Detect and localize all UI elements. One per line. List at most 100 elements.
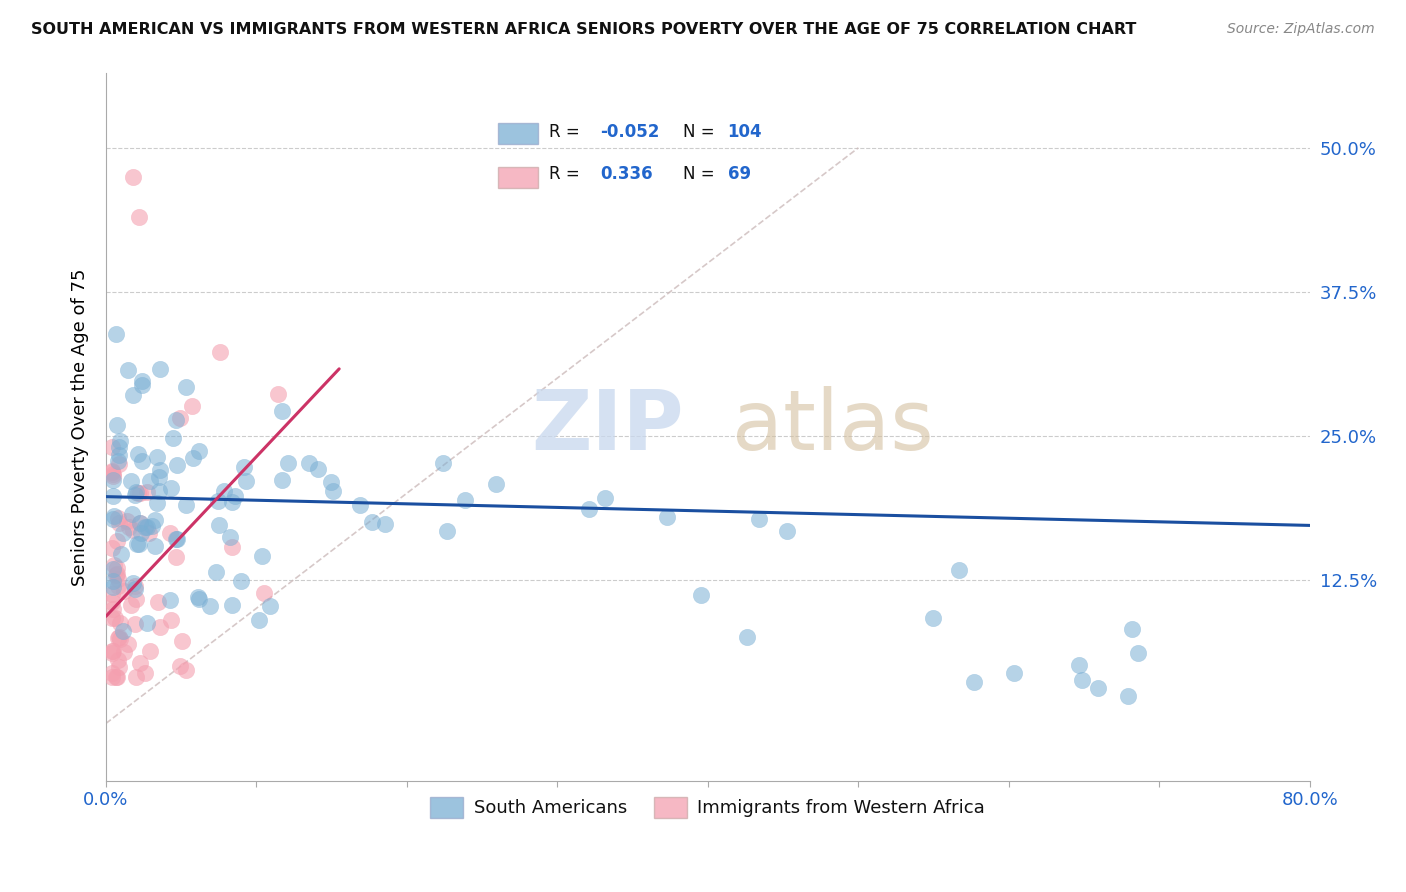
Point — [224, 489, 246, 503]
Point — [121, 523, 143, 537]
Point — [115, 514, 138, 528]
Point — [101, 644, 124, 658]
Point — [174, 498, 197, 512]
Point — [1116, 689, 1139, 703]
Point — [101, 464, 124, 478]
Point — [307, 462, 329, 476]
Legend: South Americans, Immigrants from Western Africa: South Americans, Immigrants from Western… — [423, 789, 993, 825]
Point — [432, 456, 454, 470]
Point — [107, 630, 129, 644]
Point — [101, 594, 124, 608]
Point — [136, 520, 159, 534]
Point — [101, 670, 124, 684]
Point — [174, 663, 197, 677]
Point — [105, 568, 128, 582]
Point — [129, 656, 152, 670]
Point — [104, 611, 127, 625]
Point — [120, 475, 142, 489]
Point — [125, 592, 148, 607]
Point — [101, 440, 124, 454]
Point — [136, 484, 159, 499]
Point — [110, 632, 132, 646]
Point — [219, 530, 242, 544]
Point — [148, 470, 170, 484]
Point — [277, 456, 299, 470]
Point — [103, 489, 125, 503]
Point — [105, 534, 128, 549]
Point — [233, 459, 256, 474]
Point — [322, 483, 344, 498]
Point — [128, 516, 150, 531]
Point — [174, 379, 197, 393]
Point — [160, 481, 183, 495]
Point — [165, 549, 187, 564]
Point — [103, 574, 125, 588]
Point — [205, 565, 228, 579]
Point — [1002, 666, 1025, 681]
Point — [162, 431, 184, 445]
Point — [118, 520, 141, 534]
Point — [181, 399, 204, 413]
Point — [105, 326, 128, 341]
Point — [146, 495, 169, 509]
Point — [181, 451, 204, 466]
Point — [124, 616, 146, 631]
Point — [135, 615, 157, 630]
Point — [127, 447, 149, 461]
Point — [129, 516, 152, 530]
Point — [125, 485, 148, 500]
Point — [221, 494, 243, 508]
Point — [208, 345, 231, 359]
Point — [166, 532, 188, 546]
Point — [578, 501, 600, 516]
Point — [146, 450, 169, 465]
Point — [111, 526, 134, 541]
Point — [124, 582, 146, 596]
Text: atlas: atlas — [733, 386, 934, 467]
Point — [101, 541, 124, 555]
Text: ZIP: ZIP — [531, 386, 683, 467]
Point — [235, 474, 257, 488]
Point — [108, 660, 131, 674]
Point — [221, 541, 243, 555]
Point — [108, 457, 131, 471]
Point — [1121, 622, 1143, 636]
Point — [107, 511, 129, 525]
Point — [207, 494, 229, 508]
Point — [250, 549, 273, 564]
Point — [120, 598, 142, 612]
Point — [145, 513, 167, 527]
Point — [124, 670, 146, 684]
Point — [108, 615, 131, 630]
Point — [105, 417, 128, 432]
Point — [103, 558, 125, 572]
Point — [103, 473, 125, 487]
Point — [948, 563, 970, 577]
Point — [737, 630, 759, 644]
Point — [776, 524, 799, 538]
Point — [108, 434, 131, 448]
Point — [270, 473, 292, 487]
Point — [266, 387, 288, 401]
Point — [271, 403, 294, 417]
Point — [107, 454, 129, 468]
Point — [319, 475, 342, 489]
Point — [103, 562, 125, 576]
Point — [105, 670, 128, 684]
Point — [160, 613, 183, 627]
Point — [159, 592, 181, 607]
Point — [231, 574, 253, 589]
Point — [159, 526, 181, 541]
Point — [101, 465, 124, 479]
Point — [103, 509, 125, 524]
Point — [121, 507, 143, 521]
Point — [169, 410, 191, 425]
Point — [149, 362, 172, 376]
Point — [112, 624, 135, 639]
Text: SOUTH AMERICAN VS IMMIGRANTS FROM WESTERN AFRICA SENIORS POVERTY OVER THE AGE OF: SOUTH AMERICAN VS IMMIGRANTS FROM WESTER… — [31, 22, 1136, 37]
Point — [124, 579, 146, 593]
Text: Source: ZipAtlas.com: Source: ZipAtlas.com — [1227, 22, 1375, 37]
Point — [360, 515, 382, 529]
Point — [149, 463, 172, 477]
Point — [748, 511, 770, 525]
